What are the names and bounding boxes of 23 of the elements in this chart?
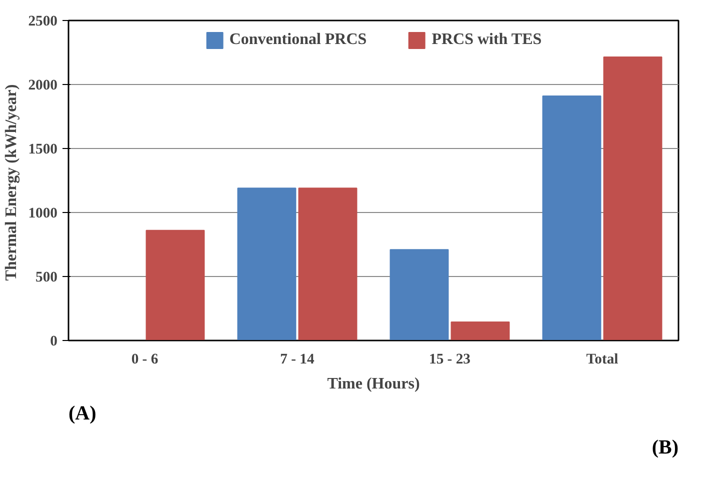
text: (B) xyxy=(652,436,679,458)
y-tick-label: 0 xyxy=(50,334,58,350)
bar xyxy=(390,249,449,340)
y-axis-title: Thermal Energy (kWh/year) xyxy=(3,84,20,281)
y-tick-label: 500 xyxy=(36,270,58,286)
y-tick-label: 2000 xyxy=(28,78,58,94)
y-tick-label: 1500 xyxy=(28,142,58,158)
legend-label: PRCS with TES xyxy=(432,31,542,49)
bar xyxy=(542,96,602,340)
bar xyxy=(298,188,358,340)
x-tick-label: 7 - 14 xyxy=(280,352,316,368)
text: (A) xyxy=(68,402,96,424)
x-tick-label: Total xyxy=(586,352,618,368)
x-axis-title: Time (Hours) xyxy=(327,376,420,392)
y-tick-label: 2500 xyxy=(28,14,58,30)
x-tick-label: 15 - 23 xyxy=(428,352,471,368)
bar xyxy=(603,56,662,340)
legend-label: Conventional PRCS xyxy=(229,31,367,49)
bar xyxy=(450,321,510,340)
y-tick-label: 1000 xyxy=(28,206,58,222)
bar xyxy=(237,188,296,340)
bar xyxy=(146,230,205,340)
x-tick-label: 0 - 6 xyxy=(131,352,158,368)
